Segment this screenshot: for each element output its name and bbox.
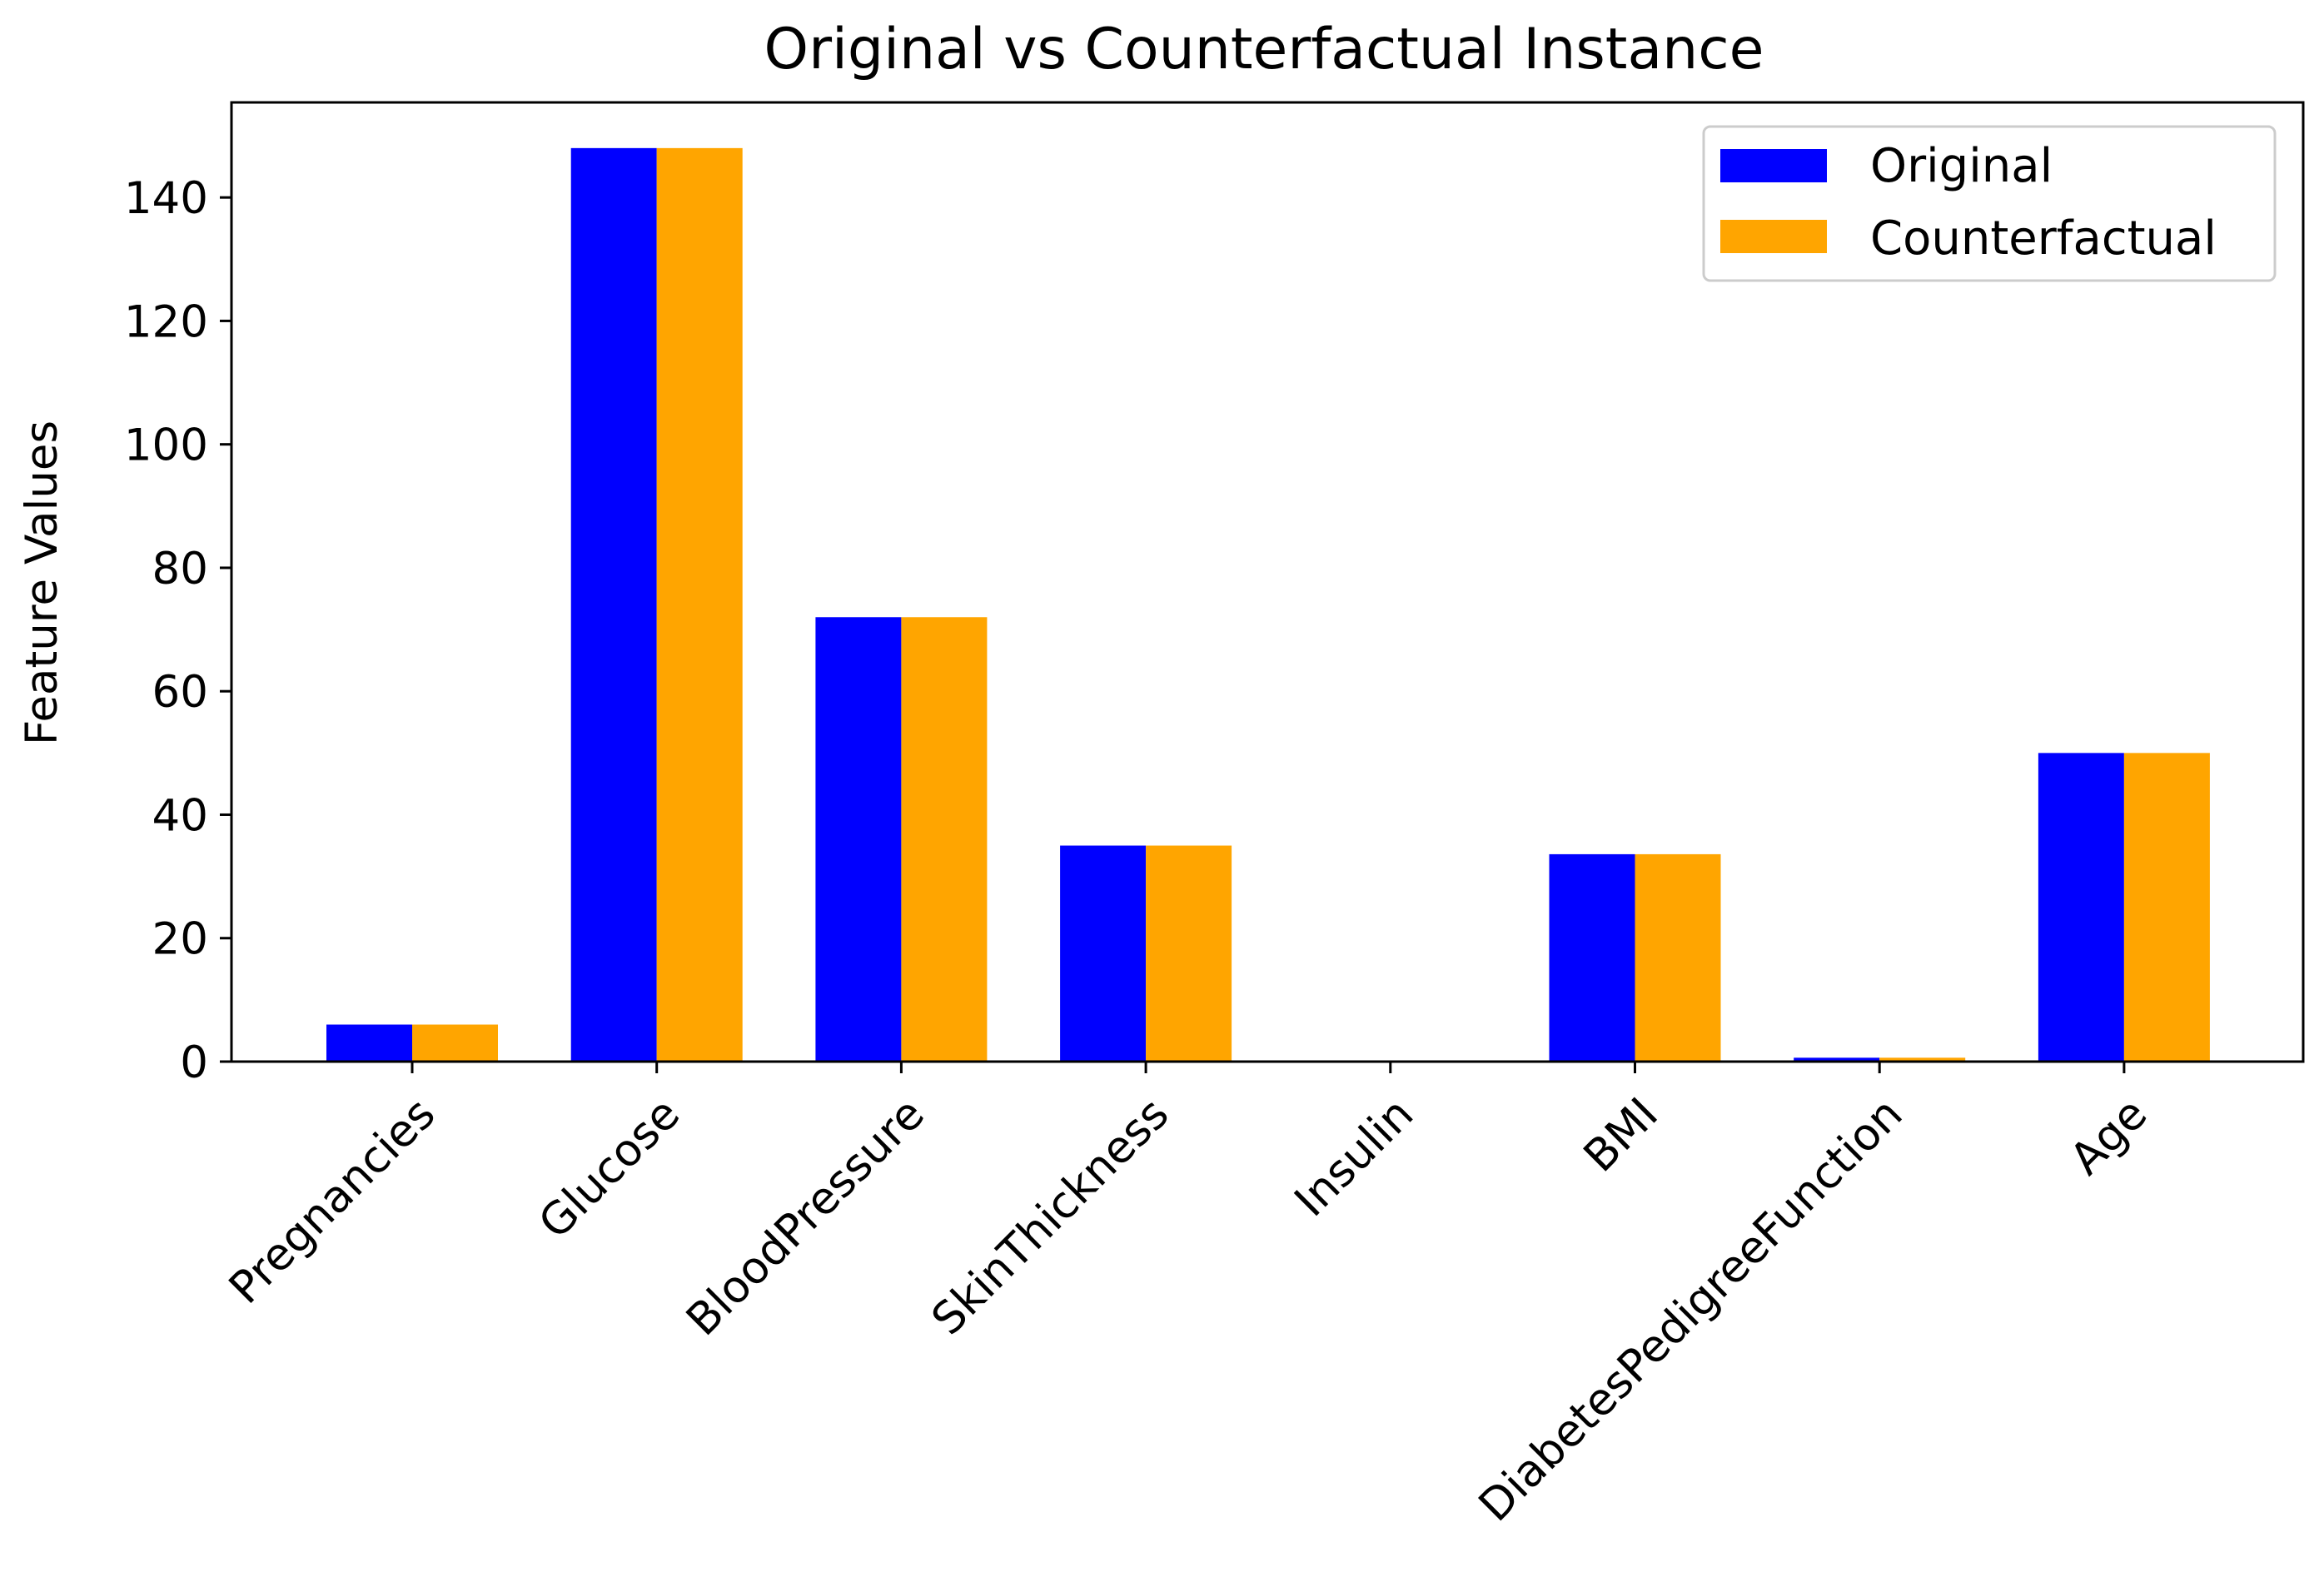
chart-title: Original vs Counterfactual Instance [764, 17, 1764, 82]
legend-swatch-counterfactual [1720, 220, 1827, 253]
x-tick-label-age: Age [2061, 1088, 2157, 1185]
x-tick-label-glucose: Glucose [530, 1088, 689, 1248]
y-tick-label-120: 120 [124, 296, 208, 347]
x-tick-label-skinthickness: SkinThickness [923, 1088, 1179, 1345]
bar-original-glucose [570, 147, 657, 1062]
bar-original-skinthickness [1060, 845, 1147, 1062]
bars-group [326, 147, 2210, 1062]
legend-label-counterfactual: Counterfactual [1870, 211, 2217, 266]
bar-counterfactual-bloodpressure [901, 617, 988, 1062]
bar-original-bmi [1549, 853, 1635, 1062]
bar-counterfactual-diabetespedigreefunction [1879, 1057, 1966, 1062]
legend-box [1702, 125, 2277, 282]
bar-counterfactual-bmi [1635, 853, 1721, 1062]
y-tick-label-0: 0 [180, 1037, 208, 1088]
x-tick-label-diabetespedigreefunction: DiabetesPedigreeFunction [1470, 1088, 1913, 1531]
y-tick-label-80: 80 [152, 544, 208, 594]
bar-counterfactual-pregnancies [412, 1024, 498, 1062]
bar-original-bloodpressure [815, 617, 902, 1062]
x-tick-label-bmi: BMI [1575, 1088, 1668, 1182]
legend: Original Counterfactual [1702, 125, 2277, 282]
bar-original-pregnancies [326, 1024, 412, 1062]
y-axis: 0 20 40 60 80 100 120 140 [124, 173, 231, 1088]
x-tick-label-insulin: Insulin [1285, 1088, 1423, 1226]
x-tick-label-bloodpressure: BloodPressure [677, 1088, 934, 1346]
y-tick-label-60: 60 [152, 667, 208, 718]
y-tick-label-100: 100 [124, 420, 208, 471]
y-axis-label: Feature Values [17, 420, 67, 745]
x-tick-label-pregnancies: Pregnancies [220, 1088, 445, 1314]
x-axis: Pregnancies GlucoseBloodPressureSkinThick… [220, 1062, 2157, 1531]
y-tick-label-20: 20 [152, 914, 208, 965]
legend-swatch-original [1720, 149, 1827, 182]
bar-counterfactual-skinthickness [1146, 845, 1232, 1062]
bar-original-diabetespedigreefunction [1794, 1057, 1880, 1062]
y-tick-label-40: 40 [152, 790, 208, 841]
bar-counterfactual-age [2123, 753, 2210, 1062]
plot-frame [230, 101, 2305, 1063]
y-tick-label-140: 140 [124, 173, 208, 224]
bar-original-age [2038, 753, 2124, 1062]
bar-counterfactual-glucose [656, 147, 743, 1062]
legend-label-original: Original [1870, 139, 2053, 193]
